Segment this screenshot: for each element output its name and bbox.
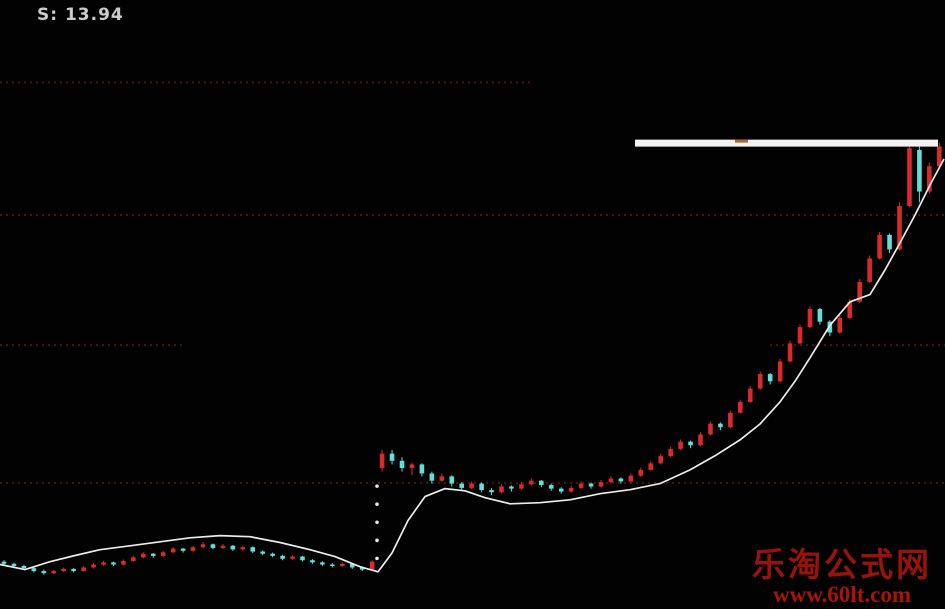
gap-up-dots [375,484,379,561]
ma-line [0,158,945,573]
resistance-line [635,139,938,147]
watermark: 乐淘公式网 www.60lt.com [752,548,932,607]
grid-layer [0,81,945,484]
watermark-site-name: 乐淘公式网 [752,545,932,585]
candles-layer [1,142,942,575]
watermark-site-url: www.60lt.com [773,581,911,607]
indicator-value-label: S: 13.94 [37,5,124,25]
